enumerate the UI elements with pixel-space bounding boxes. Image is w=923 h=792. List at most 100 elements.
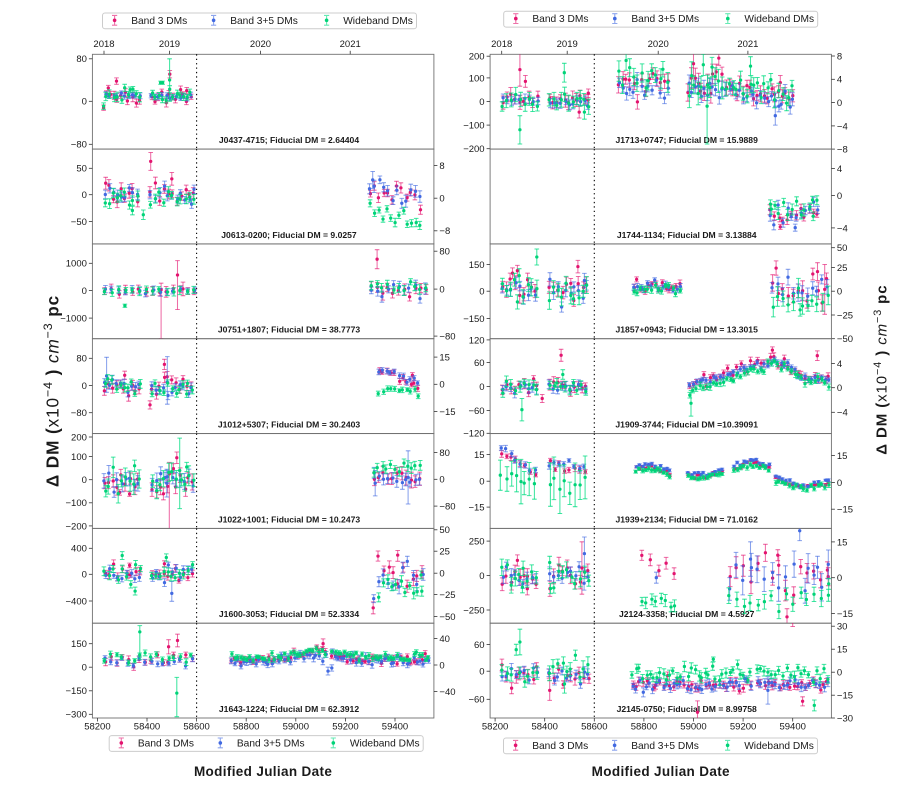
svg-text:−15: −15 — [837, 691, 853, 702]
svg-text:Band 3+5 DMs: Band 3+5 DMs — [631, 741, 699, 752]
svg-text:−4: −4 — [837, 121, 848, 132]
svg-text:−15: −15 — [439, 407, 455, 418]
svg-text:0: 0 — [82, 286, 87, 297]
svg-text:J1909-3744; Fiducial DM =10.39: J1909-3744; Fiducial DM =10.39091 — [615, 420, 758, 430]
svg-text:−80: −80 — [439, 502, 455, 513]
svg-text:60: 60 — [474, 358, 485, 369]
svg-text:Modified Julian Date: Modified Julian Date — [592, 764, 730, 779]
svg-text:150: 150 — [71, 639, 87, 650]
svg-text:J1857+0943; Fiducial DM = 13.3: J1857+0943; Fiducial DM = 13.3015 — [616, 325, 759, 335]
svg-text:30: 30 — [837, 622, 848, 633]
svg-text:58800: 58800 — [233, 722, 259, 733]
svg-text:0: 0 — [837, 668, 842, 679]
svg-text:J1600-3053; Fiducial DM = 52.3: J1600-3053; Fiducial DM = 52.3334 — [219, 609, 359, 619]
svg-text:0: 0 — [479, 382, 484, 393]
svg-text:−1000: −1000 — [60, 314, 87, 325]
svg-text:J2124-3358; Fiducial DM = 4.59: J2124-3358; Fiducial DM = 4.5927 — [619, 609, 755, 619]
svg-text:4: 4 — [837, 359, 842, 370]
svg-text:250: 250 — [469, 537, 485, 548]
svg-text:0: 0 — [82, 381, 87, 392]
svg-text:0: 0 — [837, 287, 842, 298]
svg-text:2018: 2018 — [93, 39, 114, 50]
svg-text:2019: 2019 — [557, 39, 578, 50]
svg-text:J0751+1807; Fiducial DM = 38.7: J0751+1807; Fiducial DM = 38.7773 — [218, 325, 361, 335]
svg-text:50: 50 — [837, 243, 848, 254]
svg-text:J2145-0750; Fiducial DM = 8.99: J2145-0750; Fiducial DM = 8.99758 — [617, 704, 757, 714]
svg-text:−100: −100 — [65, 498, 86, 509]
svg-text:4: 4 — [837, 164, 842, 175]
svg-text:0: 0 — [439, 475, 444, 486]
svg-text:−80: −80 — [71, 140, 87, 151]
svg-text:Band 3 DMs: Band 3 DMs — [138, 738, 194, 749]
svg-text:2020: 2020 — [250, 39, 271, 50]
svg-text:0: 0 — [82, 475, 87, 486]
svg-text:−4: −4 — [837, 223, 848, 234]
svg-text:0: 0 — [837, 573, 842, 584]
svg-text:58600: 58600 — [183, 722, 209, 733]
svg-text:50: 50 — [439, 525, 450, 536]
svg-text:Wideband DMs: Wideband DMs — [744, 741, 814, 752]
svg-text:50: 50 — [76, 164, 87, 175]
svg-text:−4: −4 — [837, 408, 848, 419]
svg-text:25: 25 — [439, 547, 450, 558]
svg-text:58200: 58200 — [482, 722, 508, 733]
svg-text:58800: 58800 — [631, 722, 657, 733]
svg-text:−60: −60 — [468, 695, 484, 706]
svg-text:Band 3 DMs: Band 3 DMs — [532, 14, 588, 25]
svg-text:J0437-4715; Fiducial DM = 2.64: J0437-4715; Fiducial DM = 2.64404 — [219, 135, 359, 145]
svg-text:59400: 59400 — [779, 722, 805, 733]
svg-text:58400: 58400 — [134, 722, 160, 733]
svg-text:59200: 59200 — [730, 722, 756, 733]
svg-text:Wideband DMs: Wideband DMs — [744, 14, 814, 25]
svg-text:Band 3+5 DMs: Band 3+5 DMs — [631, 14, 699, 25]
svg-text:400: 400 — [71, 544, 87, 555]
svg-text:0: 0 — [439, 194, 444, 205]
svg-text:−150: −150 — [65, 686, 86, 697]
svg-text:Band 3 DMs: Band 3 DMs — [532, 741, 588, 752]
svg-text:−15: −15 — [468, 503, 484, 514]
svg-text:J1022+1001; Fiducial DM = 10.2: J1022+1001; Fiducial DM = 10.2473 — [218, 514, 361, 524]
svg-text:40: 40 — [439, 634, 450, 645]
svg-text:15: 15 — [439, 353, 450, 364]
svg-text:80: 80 — [439, 247, 450, 258]
svg-text:0: 0 — [439, 660, 444, 671]
svg-text:−80: −80 — [71, 408, 87, 419]
svg-text:−40: −40 — [439, 687, 455, 698]
svg-text:80: 80 — [76, 354, 87, 365]
svg-text:J0613-0200; Fiducial DM = 9.02: J0613-0200; Fiducial DM = 9.0257 — [221, 230, 357, 240]
svg-text:Δ DM (x10−4 ) cm−3 pc: Δ DM (x10−4 ) cm−3 pc — [872, 285, 891, 455]
svg-text:J1713+0747; Fiducial DM = 15.9: J1713+0747; Fiducial DM = 15.9889 — [616, 135, 759, 145]
svg-text:−250: −250 — [463, 605, 484, 616]
svg-text:−300: −300 — [65, 710, 86, 721]
svg-text:4: 4 — [837, 75, 842, 86]
svg-text:0: 0 — [479, 97, 484, 108]
svg-text:2019: 2019 — [159, 39, 180, 50]
svg-text:58400: 58400 — [531, 722, 557, 733]
svg-text:−80: −80 — [439, 332, 455, 343]
svg-text:80: 80 — [439, 448, 450, 459]
svg-text:59200: 59200 — [332, 722, 358, 733]
svg-text:1000: 1000 — [66, 259, 87, 270]
svg-text:−200: −200 — [65, 521, 86, 532]
svg-text:59400: 59400 — [382, 722, 408, 733]
svg-text:J1012+5307; Fiducial DM = 30.2: J1012+5307; Fiducial DM = 30.2403 — [218, 420, 361, 430]
svg-text:−8: −8 — [837, 145, 848, 156]
svg-text:−50: −50 — [439, 612, 455, 623]
svg-text:120: 120 — [469, 335, 485, 346]
svg-text:58200: 58200 — [84, 722, 110, 733]
svg-text:Wideband DMs: Wideband DMs — [350, 738, 420, 749]
svg-text:8: 8 — [837, 51, 842, 62]
svg-text:J1643-1224; Fiducial DM = 62.3: J1643-1224; Fiducial DM = 62.3912 — [219, 704, 359, 714]
svg-text:−25: −25 — [837, 310, 853, 321]
svg-text:2021: 2021 — [340, 39, 361, 50]
svg-text:60: 60 — [474, 640, 485, 651]
svg-text:80: 80 — [76, 54, 87, 65]
svg-text:−120: −120 — [463, 429, 484, 440]
svg-text:−15: −15 — [837, 505, 853, 516]
svg-text:0: 0 — [479, 571, 484, 582]
svg-text:0: 0 — [837, 478, 842, 489]
svg-text:15: 15 — [837, 537, 848, 548]
svg-text:0: 0 — [439, 380, 444, 391]
svg-text:−50: −50 — [71, 217, 87, 228]
svg-text:58600: 58600 — [581, 722, 607, 733]
